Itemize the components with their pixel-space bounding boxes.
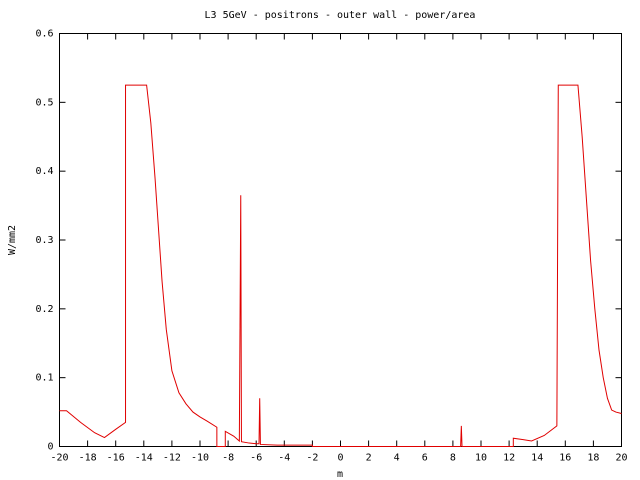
x-tick-label: -4 — [278, 453, 290, 464]
x-tick-label: -6 — [250, 453, 262, 464]
y-tick-label: 0 — [47, 442, 53, 453]
x-tick-label: 4 — [394, 453, 400, 464]
x-tick-label: -20 — [50, 453, 68, 464]
x-tick-label: -2 — [306, 453, 318, 464]
x-tick-label: 0 — [337, 453, 343, 464]
x-tick-label: 14 — [531, 453, 543, 464]
x-tick-label: -8 — [222, 453, 234, 464]
x-tick-label: 20 — [615, 453, 627, 464]
chart-title: L3 5GeV - positrons - outer wall - power… — [205, 10, 476, 21]
y-tick-label: 0.2 — [35, 304, 53, 315]
x-tick-label: 18 — [587, 453, 599, 464]
x-axis-label: m — [337, 469, 343, 480]
y-tick-label: 0.3 — [35, 235, 53, 246]
data-line — [59, 84, 622, 447]
y-tick-label: 0.5 — [35, 97, 53, 108]
x-tick-label: -14 — [135, 453, 153, 464]
x-tick-label: -10 — [191, 453, 209, 464]
x-tick-label: 16 — [559, 453, 571, 464]
x-tick-label: 12 — [503, 453, 515, 464]
x-tick-label: -16 — [107, 453, 125, 464]
y-tick-label: 0.1 — [35, 373, 53, 384]
y-tick-label: 0.4 — [35, 166, 53, 177]
x-tick-label: 8 — [450, 453, 456, 464]
y-axis-label: W/mm2 — [7, 225, 18, 255]
x-tick-label: -18 — [79, 453, 97, 464]
x-tick-label: 2 — [366, 453, 372, 464]
x-tick-label: 10 — [475, 453, 487, 464]
y-tick-label: 0.6 — [35, 29, 53, 40]
x-tick-label: -12 — [163, 453, 181, 464]
x-tick-label: 6 — [422, 453, 428, 464]
